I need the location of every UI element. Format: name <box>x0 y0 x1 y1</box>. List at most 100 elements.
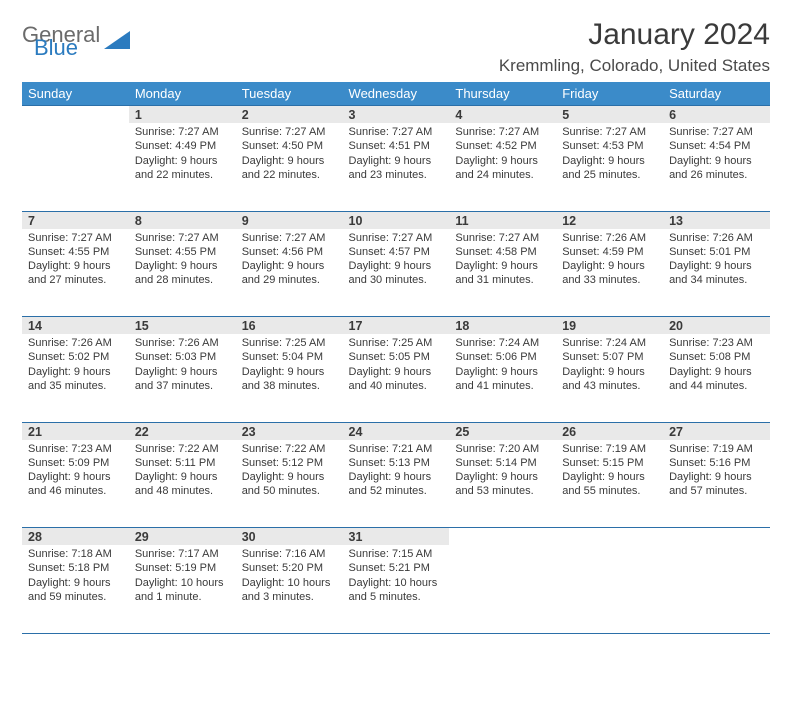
day-detail-cell <box>22 123 129 211</box>
day-detail-cell: Sunrise: 7:19 AMSunset: 5:15 PMDaylight:… <box>556 440 663 528</box>
daylight-text: Daylight: 9 hours <box>28 365 123 379</box>
sunset-text: Sunset: 5:03 PM <box>135 350 230 364</box>
sunrise-text: Sunrise: 7:17 AM <box>135 547 230 561</box>
day-detail-row: Sunrise: 7:27 AMSunset: 4:55 PMDaylight:… <box>22 229 770 317</box>
day-number-row: 78910111213 <box>22 211 770 229</box>
day-detail-row: Sunrise: 7:27 AM Sunset: 4:49 PM Daylight:… <box>22 123 770 211</box>
daylight-text: Daylight: 9 hours <box>242 470 337 484</box>
day-detail-cell: Sunrise: 7:24 AMSunset: 5:07 PMDaylight:… <box>556 334 663 422</box>
day-number-cell: 2 <box>236 106 343 124</box>
weekday-header-row: Sunday Monday Tuesday Wednesday Thursday… <box>22 82 770 106</box>
daylight-text: and 37 minutes. <box>135 379 230 393</box>
sunset-text: Sunset: 4:58 PM <box>455 245 550 259</box>
daylight-text: and 41 minutes. <box>455 379 550 393</box>
weekday-header: Thursday <box>449 82 556 106</box>
sunrise-text: Sunrise: 7:25 AM <box>242 336 337 350</box>
daylight-text: and 28 minutes. <box>135 273 230 287</box>
sunset-text: Sunset: 4:49 PM <box>135 139 230 153</box>
weekday-header: Tuesday <box>236 82 343 106</box>
day-number-cell: 22 <box>129 422 236 440</box>
day-detail-cell: Sunrise: 7:27 AMSunset: 4:49 PMDaylight:… <box>129 123 236 211</box>
daylight-text: Daylight: 9 hours <box>669 259 764 273</box>
bottom-rule <box>22 633 770 721</box>
daylight-text: and 33 minutes. <box>562 273 657 287</box>
day-detail-cell: Sunrise: 7:15 AMSunset: 5:21 PMDaylight:… <box>343 545 450 633</box>
day-number-cell: 29 <box>129 528 236 546</box>
sunset-text: Sunset: 5:11 PM <box>135 456 230 470</box>
sunrise-text: Sunrise: 7:22 AM <box>135 442 230 456</box>
day-number-cell <box>556 528 663 546</box>
day-detail-cell <box>663 545 770 633</box>
sunset-text: Sunset: 4:55 PM <box>28 245 123 259</box>
sunrise-text: Sunrise: 7:24 AM <box>455 336 550 350</box>
day-detail-cell: Sunrise: 7:20 AMSunset: 5:14 PMDaylight:… <box>449 440 556 528</box>
day-detail-cell: Sunrise: 7:24 AMSunset: 5:06 PMDaylight:… <box>449 334 556 422</box>
daylight-text: and 24 minutes. <box>455 168 550 182</box>
sunrise-text: Sunrise: 7:26 AM <box>669 231 764 245</box>
day-number-cell: 18 <box>449 317 556 335</box>
day-number-cell: 9 <box>236 211 343 229</box>
day-number-row: 123456 <box>22 106 770 124</box>
daylight-text: Daylight: 9 hours <box>349 470 444 484</box>
sunrise-text: Sunrise: 7:27 AM <box>669 125 764 139</box>
day-number-cell: 20 <box>663 317 770 335</box>
daylight-text: and 38 minutes. <box>242 379 337 393</box>
sunset-text: Sunset: 5:15 PM <box>562 456 657 470</box>
daylight-text: and 35 minutes. <box>28 379 123 393</box>
sunrise-text: Sunrise: 7:20 AM <box>455 442 550 456</box>
sunset-text: Sunset: 5:18 PM <box>28 561 123 575</box>
day-detail-cell: Sunrise: 7:16 AMSunset: 5:20 PMDaylight:… <box>236 545 343 633</box>
day-number-cell: 6 <box>663 106 770 124</box>
daylight-text: Daylight: 9 hours <box>562 259 657 273</box>
daylight-text: and 48 minutes. <box>135 484 230 498</box>
daylight-text: and 43 minutes. <box>562 379 657 393</box>
daylight-text: Daylight: 9 hours <box>562 470 657 484</box>
day-detail-row: Sunrise: 7:23 AMSunset: 5:09 PMDaylight:… <box>22 440 770 528</box>
day-number-cell <box>22 106 129 124</box>
day-detail-row: Sunrise: 7:26 AMSunset: 5:02 PMDaylight:… <box>22 334 770 422</box>
day-detail-cell: Sunrise: 7:21 AMSunset: 5:13 PMDaylight:… <box>343 440 450 528</box>
logo-word-blue: Blue <box>34 39 100 58</box>
daylight-text: Daylight: 9 hours <box>242 154 337 168</box>
daylight-text: Daylight: 9 hours <box>135 259 230 273</box>
day-number-cell: 3 <box>343 106 450 124</box>
day-detail-cell: Sunrise: 7:27 AMSunset: 4:55 PMDaylight:… <box>129 229 236 317</box>
day-detail-cell: Sunrise: 7:27 AMSunset: 4:52 PMDaylight:… <box>449 123 556 211</box>
day-detail-cell: Sunrise: 7:27 AMSunset: 4:53 PMDaylight:… <box>556 123 663 211</box>
day-detail-cell: Sunrise: 7:18 AMSunset: 5:18 PMDaylight:… <box>22 545 129 633</box>
day-number-cell: 19 <box>556 317 663 335</box>
weekday-header: Sunday <box>22 82 129 106</box>
daylight-text: Daylight: 9 hours <box>242 365 337 379</box>
daylight-text: and 59 minutes. <box>28 590 123 604</box>
sunset-text: Sunset: 4:50 PM <box>242 139 337 153</box>
sunset-text: Sunset: 4:59 PM <box>562 245 657 259</box>
weekday-header: Wednesday <box>343 82 450 106</box>
day-number-cell: 10 <box>343 211 450 229</box>
sunset-text: Sunset: 5:12 PM <box>242 456 337 470</box>
day-detail-cell: Sunrise: 7:27 AMSunset: 4:50 PMDaylight:… <box>236 123 343 211</box>
sunrise-text: Sunrise: 7:22 AM <box>242 442 337 456</box>
sunrise-text: Sunrise: 7:27 AM <box>562 125 657 139</box>
sunrise-text: Sunrise: 7:26 AM <box>562 231 657 245</box>
daylight-text: and 22 minutes. <box>242 168 337 182</box>
sunset-text: Sunset: 4:57 PM <box>349 245 444 259</box>
daylight-text: Daylight: 9 hours <box>28 470 123 484</box>
logo-text: General Blue <box>22 26 100 57</box>
day-number-cell: 17 <box>343 317 450 335</box>
sunset-text: Sunset: 5:02 PM <box>28 350 123 364</box>
sunrise-text: Sunrise: 7:27 AM <box>242 231 337 245</box>
day-number-cell: 16 <box>236 317 343 335</box>
day-detail-cell: Sunrise: 7:27 AMSunset: 4:54 PMDaylight:… <box>663 123 770 211</box>
day-detail-cell: Sunrise: 7:25 AMSunset: 5:04 PMDaylight:… <box>236 334 343 422</box>
daylight-text: Daylight: 9 hours <box>28 259 123 273</box>
day-number-row: 21222324252627 <box>22 422 770 440</box>
day-number-cell: 13 <box>663 211 770 229</box>
day-detail-cell: Sunrise: 7:19 AMSunset: 5:16 PMDaylight:… <box>663 440 770 528</box>
day-number-cell: 5 <box>556 106 663 124</box>
day-number-cell <box>449 528 556 546</box>
sunset-text: Sunset: 5:07 PM <box>562 350 657 364</box>
daylight-text: and 30 minutes. <box>349 273 444 287</box>
daylight-text: Daylight: 10 hours <box>135 576 230 590</box>
day-detail-cell: Sunrise: 7:27 AMSunset: 4:51 PMDaylight:… <box>343 123 450 211</box>
daylight-text: Daylight: 9 hours <box>669 154 764 168</box>
